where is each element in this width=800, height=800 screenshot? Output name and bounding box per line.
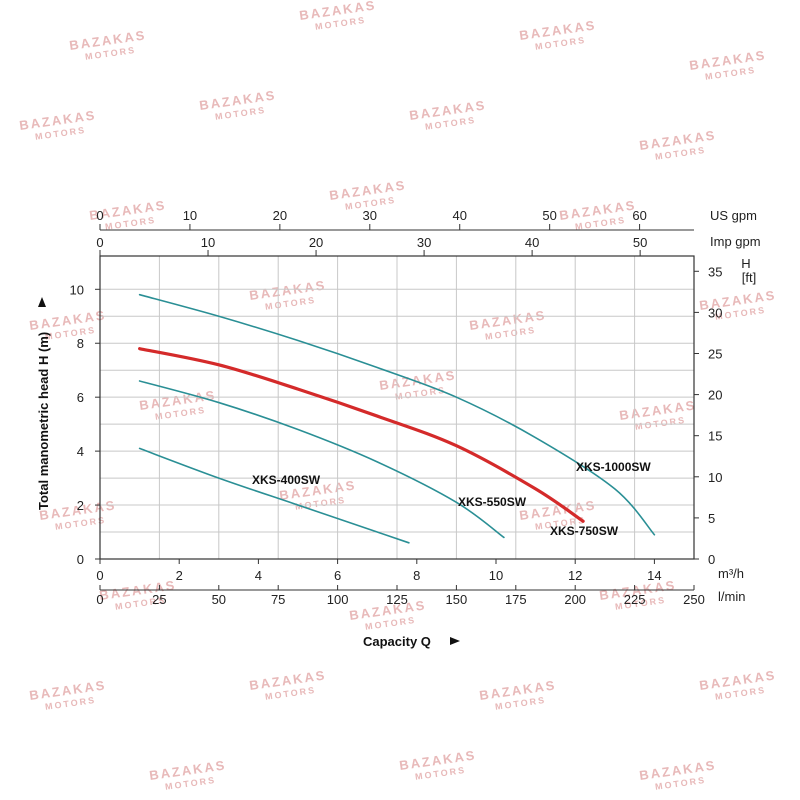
tick-label-lmin: 250	[683, 592, 705, 607]
tick-label-m3h: 4	[255, 568, 262, 583]
unit-label-impgpm: Imp gpm	[710, 234, 761, 249]
series-line-xks-750sw	[138, 347, 585, 523]
tick-label-m3h: 0	[96, 568, 103, 583]
tick-label-feet: 5	[708, 511, 715, 526]
tick-label-usgpm: 40	[452, 208, 466, 223]
series-label-xks-1000sw: XKS-1000SW	[576, 460, 651, 474]
tick-label-m3h: 2	[176, 568, 183, 583]
tick-label-impgpm: 30	[417, 235, 431, 250]
x-axis-title: Capacity Q	[363, 634, 431, 649]
tick-label-impgpm: 50	[633, 235, 647, 250]
series-line-xks-1000sw	[138, 293, 656, 536]
tick-label-m3h: 6	[334, 568, 341, 583]
tick-label-lmin: 0	[96, 592, 103, 607]
tick-label-lmin: 150	[446, 592, 468, 607]
tick-label-lmin: 100	[327, 592, 349, 607]
tick-label-feet: 15	[708, 429, 722, 444]
tick-label-m3h: 12	[568, 568, 582, 583]
tick-label-feet: 25	[708, 346, 722, 361]
tick-label-metres: 0	[77, 552, 84, 567]
series-label-xks-400sw: XKS-400SW	[252, 473, 321, 487]
tick-label-lmin: 175	[505, 592, 527, 607]
unit-label-lmin: l/min	[718, 589, 745, 604]
unit-label-feet-h: H	[741, 256, 750, 271]
tick-label-metres: 6	[77, 390, 84, 405]
x-axis-arrow-icon	[450, 637, 460, 645]
unit-label-feet-ft: [ft]	[742, 270, 756, 285]
series-lines	[138, 293, 656, 544]
series-label-xks-750sw: XKS-750SW	[550, 524, 619, 538]
tick-label-metres: 4	[77, 444, 84, 459]
tick-label-impgpm: 0	[96, 235, 103, 250]
tick-label-m3h: 14	[647, 568, 661, 583]
tick-label-impgpm: 10	[201, 235, 215, 250]
tick-label-usgpm: 0	[96, 208, 103, 223]
tick-label-metres: 10	[70, 282, 84, 297]
tick-label-lmin: 225	[624, 592, 646, 607]
tick-label-m3h: 10	[489, 568, 503, 583]
unit-label-usgpm: US gpm	[710, 208, 757, 223]
y-axis-title: Total manometric head H (m)	[36, 332, 51, 510]
tick-label-lmin: 125	[386, 592, 408, 607]
tick-label-usgpm: 60	[632, 208, 646, 223]
tick-label-feet: 0	[708, 552, 715, 567]
tick-label-metres: 2	[77, 498, 84, 513]
tick-label-impgpm: 40	[525, 235, 539, 250]
tick-label-usgpm: 50	[542, 208, 556, 223]
tick-label-lmin: 200	[564, 592, 586, 607]
series-labels: XKS-400SW XKS-550SW XKS-750SW XKS-1000SW	[252, 460, 651, 538]
y-axis-arrow-icon	[38, 297, 46, 307]
tick-label-feet: 10	[708, 470, 722, 485]
tick-label-lmin: 75	[271, 592, 285, 607]
series-line-xks-400sw	[138, 447, 410, 544]
tick-label-lmin: 50	[212, 592, 226, 607]
tick-labels: 0 2 4 6 8 10 12 14 m³/h0 25 50 75 100 125 150 175 200 225…	[70, 208, 761, 607]
tick-label-lmin: 25	[152, 592, 166, 607]
unit-label-m3h: m³/h	[718, 566, 744, 581]
tick-label-feet: 35	[708, 264, 722, 279]
tick-label-usgpm: 30	[363, 208, 377, 223]
tick-label-metres: 8	[77, 336, 84, 351]
tick-label-impgpm: 20	[309, 235, 323, 250]
tick-label-m3h: 8	[413, 568, 420, 583]
tick-label-usgpm: 10	[183, 208, 197, 223]
tick-label-feet: 30	[708, 305, 722, 320]
tick-label-usgpm: 20	[273, 208, 287, 223]
series-label-xks-550sw: XKS-550SW	[458, 495, 527, 509]
series-line-xks-550sw	[138, 380, 505, 539]
tick-label-feet: 20	[708, 388, 722, 403]
